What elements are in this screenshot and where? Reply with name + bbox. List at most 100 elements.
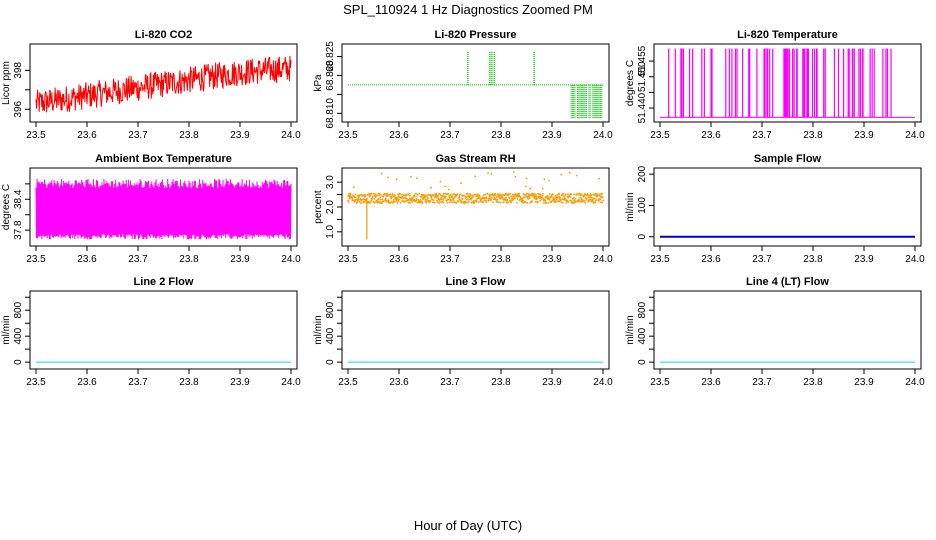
x-tick-label: 24.0 [593,377,613,388]
data-point [586,197,588,200]
data-point [482,194,485,197]
x-tick-label: 23.7 [752,130,772,141]
data-point [449,194,452,196]
data-point [533,193,535,195]
data-point [441,200,443,203]
data-point [564,194,566,197]
data-point [399,202,402,204]
y-tick-label: 800 [637,301,648,318]
x-tick-label: 23.7 [752,377,772,388]
x-tick-label: 23.6 [77,377,97,388]
data-point [407,193,409,196]
data-point [566,199,569,202]
data-point [348,192,350,195]
data-point [479,197,481,199]
data-point [459,193,462,196]
data-point [385,199,387,202]
data-point [431,198,434,201]
data-point [498,194,501,197]
data-point [496,199,499,201]
data-point [391,192,394,195]
data-point [452,199,455,202]
data-point [408,199,411,201]
data-point [457,200,460,203]
data-point [394,195,396,198]
x-tick-label: 23.6 [77,254,97,265]
data-point [410,198,413,201]
data-point [548,198,551,201]
data-point [420,195,423,198]
data-point [575,174,578,177]
data-point [387,176,389,179]
data-point [569,196,572,198]
data-point [505,201,508,204]
data-point [491,192,494,195]
data-point [542,202,545,204]
data-point [460,182,462,185]
plot-frame [653,43,922,123]
data-point [525,195,528,198]
data-point [419,201,422,204]
panel-5: Gas Stream RH 23.5 23.6 23.7 23.8 23.9 24.0 1.0… [313,153,613,265]
data-point [560,173,562,176]
data-point [495,194,497,196]
x-tick-label: 24.0 [905,130,925,141]
data-point [534,197,536,200]
data-point [451,201,454,204]
data-point [433,201,436,204]
data-point [383,193,386,195]
data-point [552,193,554,196]
panel-1: Li-820 CO2 23.5 23.6 23.7 23.8 23.9 24.0 396 398… [1,29,301,141]
data-point [397,193,399,196]
data-point [484,193,486,196]
data-point [438,200,441,203]
plot-frame [29,43,298,123]
data-point [488,198,490,201]
data-point [548,179,551,182]
data-point [447,193,450,195]
data-point [559,197,562,200]
data-point [550,194,553,197]
data-point [424,196,427,199]
data-point [591,196,593,199]
series-5 [347,171,604,240]
y-tick-label: 38.4 [13,189,24,209]
x-tick-label: 23.8 [491,377,511,388]
x-tick-label: 23.8 [179,254,199,265]
data-point [430,186,432,189]
x-tick-label: 23.9 [854,254,874,265]
data-point [406,198,408,200]
x-tick-label: 23.6 [77,130,97,141]
data-point [532,194,534,197]
data-point [544,199,547,202]
data-point [495,196,498,198]
data-point [534,200,537,203]
data-point [529,202,531,204]
data-point [565,202,568,204]
data-point [444,185,447,188]
plot-frame [653,290,922,370]
data-point [382,200,385,203]
data-point [363,201,365,203]
panel-6: Sample Flow 23.5 23.6 23.7 23.8 23.9 24.0 0 100 2… [625,153,925,265]
x-tick-label: 23.9 [542,130,562,141]
data-point [599,201,602,204]
x-tick-label: 24.0 [905,254,925,265]
data-point [368,202,371,204]
x-tick-label: 24.0 [281,130,301,141]
data-point [516,197,519,200]
y-axis-label: ml/min [625,315,636,344]
data-point [437,194,439,197]
x-tick-label: 23.8 [179,377,199,388]
data-point [467,201,470,203]
data-point [415,196,417,198]
data-point [506,200,509,202]
data-point [580,197,583,200]
plot-frame [653,167,922,247]
data-point [395,178,398,181]
y-tick-label: 400 [637,327,648,344]
data-point [373,193,375,195]
data-point [408,194,411,197]
x-tick-label: 23.9 [230,377,250,388]
data-point [397,195,400,197]
